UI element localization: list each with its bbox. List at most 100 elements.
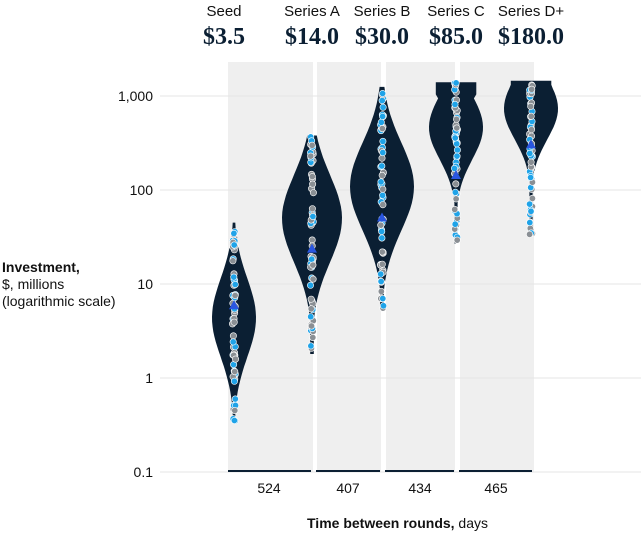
data-point (307, 295, 315, 303)
y-tick-label: 1 (145, 370, 153, 386)
data-point (309, 261, 317, 269)
data-point (231, 406, 239, 414)
y-tick-label: 10 (137, 276, 153, 292)
round-median-value: $14.0 (285, 24, 339, 50)
data-point (379, 137, 387, 145)
data-point (230, 377, 238, 385)
data-point (229, 338, 237, 346)
gap-days-label: 524 (257, 480, 281, 496)
data-point (308, 255, 316, 263)
data-point (230, 229, 238, 237)
mean-marker (229, 300, 239, 310)
y-tick-label: 0.1 (134, 464, 154, 480)
data-point (453, 146, 461, 154)
data-point (378, 162, 386, 170)
data-point (528, 194, 536, 202)
data-point (232, 355, 240, 363)
data-point (451, 100, 459, 108)
data-point (307, 322, 315, 330)
data-point (309, 189, 317, 197)
round-name-label: Series B (354, 3, 411, 20)
data-point (309, 275, 317, 283)
data-point (308, 236, 316, 244)
round-median-value: $30.0 (355, 24, 409, 50)
data-point (527, 207, 535, 215)
data-point (307, 313, 315, 321)
data-point (309, 213, 317, 221)
data-point (231, 280, 239, 288)
mean-marker (526, 139, 536, 149)
data-point (231, 291, 239, 299)
data-point (231, 395, 239, 403)
data-point (230, 273, 238, 281)
violins (212, 79, 558, 425)
data-point (379, 112, 387, 120)
data-point (452, 115, 460, 123)
data-point (451, 188, 459, 196)
gap-days-label: 465 (484, 480, 508, 496)
gap-days-label: 407 (336, 480, 360, 496)
data-point (307, 152, 315, 160)
data-point (377, 287, 385, 295)
y-axis-title: Investment, (2, 259, 80, 275)
round-headers: Seed $3.5 Series A $14.0 Series B $30.0 Series… (203, 3, 564, 50)
data-point (451, 220, 459, 228)
gap-days-label: 434 (408, 480, 432, 496)
round-median-value: $85.0 (429, 24, 483, 50)
data-point (308, 173, 316, 181)
data-point (527, 102, 535, 110)
data-point (378, 228, 386, 236)
round-median-value: $3.5 (203, 24, 245, 50)
x-axis-title-bold: Time between rounds, (307, 515, 455, 531)
time-between-rounds: 524 407 434 465 (228, 470, 532, 496)
data-point (378, 248, 386, 256)
data-point (306, 281, 314, 289)
data-point (379, 90, 387, 98)
data-point (378, 260, 386, 268)
data-point (379, 185, 387, 193)
round-name-label: Series C (427, 3, 485, 20)
data-point (308, 205, 316, 213)
data-point (453, 152, 461, 160)
data-point (526, 230, 534, 238)
data-point (379, 201, 387, 209)
data-point (453, 124, 461, 132)
data-point (377, 178, 385, 186)
mean-marker (451, 169, 461, 179)
data-point (452, 195, 460, 203)
data-point (527, 126, 535, 134)
mean-marker (377, 212, 387, 222)
round-median-value: $180.0 (498, 24, 564, 50)
data-point (450, 164, 458, 172)
data-point (378, 97, 386, 105)
data-point (452, 79, 460, 87)
data-point (231, 368, 239, 376)
data-point (527, 158, 535, 166)
data-point (377, 118, 385, 126)
data-point (451, 205, 459, 213)
data-point (526, 200, 534, 208)
data-point (527, 112, 535, 120)
mean-marker (307, 243, 317, 253)
data-point (379, 103, 387, 111)
data-point (379, 191, 387, 199)
data-point (379, 149, 387, 157)
data-point (528, 85, 536, 93)
data-point (230, 241, 238, 249)
data-point (527, 174, 535, 182)
x-axis-title: Time between rounds, days (307, 515, 488, 531)
data-point (378, 171, 386, 179)
data-point (453, 236, 461, 244)
y-axis-ticks: 0.1 1 10 100 1,000 (118, 88, 153, 480)
round-name-label: Series A (284, 3, 340, 20)
round-name-label: Seed (206, 3, 241, 20)
data-point (379, 295, 387, 303)
y-axis-subtitle-1: $, millions (2, 276, 64, 292)
data-point (229, 257, 237, 265)
data-point (230, 416, 238, 424)
round-name-label: Series D+ (498, 3, 565, 20)
data-point (377, 221, 385, 229)
data-point (229, 332, 237, 340)
data-point (526, 149, 534, 157)
